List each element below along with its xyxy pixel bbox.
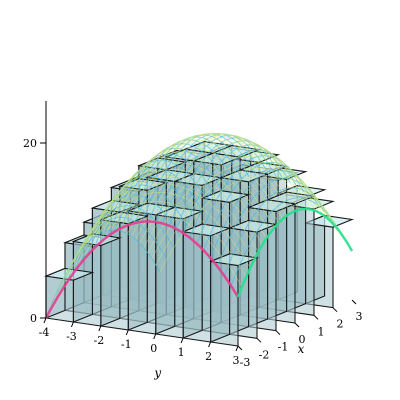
x-tick: [237, 345, 243, 351]
y-tick-label: -4: [39, 326, 50, 339]
x-tick-label: 0: [299, 333, 306, 346]
x-tick-label: -2: [259, 348, 270, 361]
y-tick-label: -1: [121, 338, 132, 351]
surface-line-x: [155, 168, 349, 266]
y-tick-label: 1: [178, 346, 185, 359]
y-tick-label: -3: [66, 330, 77, 343]
surface-line-x: [127, 136, 320, 234]
y-tick-label: 0: [150, 342, 157, 355]
surface-front-edge: [44, 220, 240, 319]
surface-line-x: [151, 161, 345, 259]
surface-line-x: [119, 133, 312, 231]
y-tick: [98, 325, 102, 332]
surface-line-x: [98, 137, 292, 235]
y-axis-label: y: [153, 366, 161, 380]
y-tick: [125, 329, 129, 336]
x-tick: [313, 314, 319, 320]
surface-line-x: [82, 151, 275, 249]
x-axis-label: x: [298, 342, 305, 356]
box-side: [210, 253, 231, 343]
y-tick: [208, 341, 212, 348]
y-tick: [70, 321, 74, 328]
x-tick: [275, 330, 281, 336]
x-tick-label: -3: [240, 356, 251, 369]
x-tick-label: -1: [278, 341, 289, 354]
box-top: [200, 190, 251, 203]
x-tick: [294, 322, 300, 328]
x-tick-label: 2: [337, 318, 344, 331]
x-tick: [332, 307, 338, 313]
x-tick-label: 1: [318, 325, 325, 338]
x-tick-label: 3: [356, 310, 363, 323]
surface-line-x: [66, 175, 259, 273]
surface-mesh: [44, 132, 354, 319]
x-tick: [256, 337, 262, 343]
z-tick-label: 20: [23, 137, 37, 150]
y-tick-label: 3: [233, 354, 240, 367]
surface-line-x: [94, 139, 288, 237]
riemann-boxes: [43, 140, 355, 347]
surface-line-x: [90, 142, 284, 240]
box-top: [181, 223, 232, 237]
y-tick: [153, 333, 157, 340]
y-tick: [180, 337, 184, 344]
z-tick-label: 0: [30, 312, 37, 325]
y-tick: [235, 345, 239, 352]
surface-line-x: [143, 150, 336, 248]
x-tick: [351, 299, 357, 305]
y-tick: [43, 317, 47, 324]
y-tick-label: 2: [205, 350, 212, 363]
surface-right-edge: [236, 207, 354, 298]
surface-line-x: [49, 210, 243, 308]
axes: [40, 101, 357, 352]
box-top: [303, 214, 355, 228]
surface-line-x: [159, 175, 353, 273]
surface-line-x: [102, 135, 296, 233]
surface-line-x: [53, 201, 247, 299]
y-tick-label: -2: [93, 334, 104, 347]
surface-line-x: [147, 155, 341, 253]
surface-line-x: [114, 133, 308, 231]
